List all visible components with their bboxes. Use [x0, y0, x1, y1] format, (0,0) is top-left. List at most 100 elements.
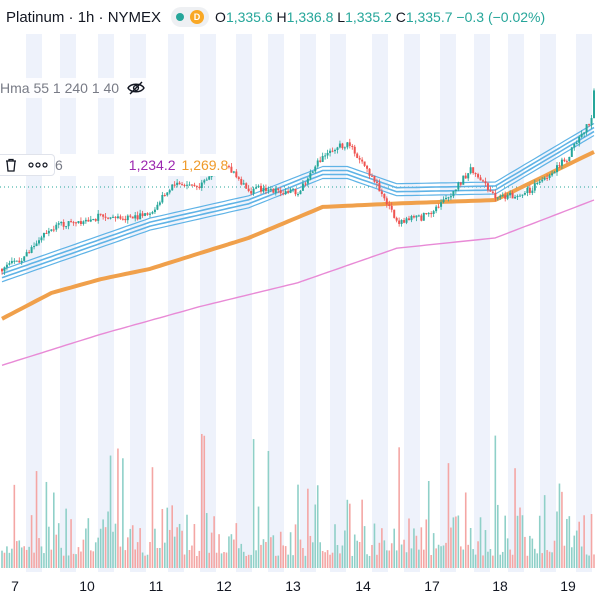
market-status[interactable]: D	[171, 7, 210, 27]
volume-bar	[161, 508, 164, 568]
candle-body	[449, 196, 452, 198]
volume-bar	[72, 553, 75, 568]
candle-body	[38, 240, 40, 244]
eye-crossed-icon[interactable]	[127, 81, 145, 95]
volume-bar	[511, 554, 514, 568]
volume-bar	[228, 536, 230, 568]
candle-body	[77, 221, 80, 224]
volume-bar	[457, 515, 460, 568]
indicator-legend[interactable]: Hma 55 1 240 1 40	[0, 78, 150, 98]
time-axis[interactable]: 7 10 11 12 13 14 17 18 19	[0, 572, 600, 600]
volume-bar	[215, 552, 218, 568]
candle-body	[393, 209, 396, 218]
candle-body	[422, 213, 425, 221]
volume-bar	[571, 547, 573, 568]
candle-body	[10, 260, 13, 264]
volume-bar	[415, 535, 418, 568]
volume-bar	[275, 555, 277, 568]
volume-bar	[489, 548, 492, 568]
x-tick-label: 14	[355, 578, 371, 594]
volume-bar	[117, 448, 119, 568]
volume-bar	[30, 515, 33, 568]
volume-bar	[336, 545, 339, 568]
candle-body	[15, 260, 18, 262]
volume-bar	[556, 511, 558, 568]
candle-body	[119, 216, 122, 219]
candle-body	[72, 222, 75, 224]
volume-bar	[321, 550, 324, 568]
volume-bar	[97, 537, 99, 568]
volume-bar	[425, 519, 428, 568]
symbol-title[interactable]: Platinum · 1h · NYMEX	[6, 8, 162, 26]
candle-body	[565, 161, 568, 163]
candle-body	[375, 181, 378, 183]
candle-body	[533, 183, 536, 191]
candle-body	[163, 195, 166, 197]
candle-body	[558, 165, 561, 167]
trash-icon[interactable]	[4, 158, 18, 172]
candle-body	[161, 195, 164, 203]
low-label: L	[337, 9, 346, 25]
volume-bar	[460, 546, 462, 568]
candle-body	[297, 194, 299, 196]
candle-body	[346, 142, 349, 148]
hma-band-line	[1, 122, 595, 271]
candle-body	[153, 209, 156, 213]
session-band	[236, 34, 252, 572]
volume-bar	[62, 555, 65, 568]
volume-bar	[6, 546, 8, 568]
candle-body	[203, 180, 206, 183]
candle-body	[578, 136, 581, 143]
toolbar-box[interactable]	[0, 154, 55, 176]
candle-body	[70, 221, 73, 223]
volume-bar	[257, 506, 260, 568]
candle-body	[166, 192, 169, 196]
candle-body	[158, 202, 161, 205]
candle-body	[343, 147, 346, 149]
volume-bar	[235, 523, 238, 568]
volume-bar	[196, 555, 198, 568]
candle-body	[380, 191, 383, 194]
candle-body	[398, 220, 401, 224]
candle-body	[403, 220, 406, 223]
volume-bar	[548, 551, 551, 568]
candle-body	[299, 190, 302, 195]
candle-body	[538, 181, 541, 183]
volume-bar	[575, 530, 578, 568]
candle-body	[331, 150, 334, 152]
volume-bar	[198, 550, 201, 568]
candle-body	[250, 191, 253, 194]
volume-bar	[168, 529, 171, 568]
volume-bar	[563, 545, 566, 568]
candle-body	[491, 191, 494, 193]
volume-bar	[395, 550, 398, 568]
more-dots-icon[interactable]	[28, 161, 48, 169]
candle-body	[373, 175, 376, 182]
candle-body	[193, 184, 196, 186]
volume-bar	[210, 532, 213, 568]
candle-body	[361, 159, 364, 162]
volume-bar	[13, 484, 16, 568]
volume-bar	[410, 548, 413, 568]
x-tick-label: 18	[492, 578, 508, 594]
volume-bar	[23, 546, 25, 568]
delayed-badge: D	[190, 10, 205, 24]
volume-bar	[376, 554, 378, 568]
candle-body	[109, 217, 112, 219]
volume-bar	[432, 533, 435, 568]
candle-body	[237, 177, 240, 179]
candle-body	[583, 132, 586, 134]
volume-bar	[173, 536, 176, 568]
volume-bar	[109, 455, 112, 568]
pink-ma-value: 1,234.2	[128, 157, 176, 173]
candle-body	[484, 181, 487, 184]
volume-bar	[408, 518, 410, 568]
candle-body	[415, 215, 418, 218]
candle-body	[264, 187, 267, 191]
volume-bar	[504, 515, 506, 568]
candle-body	[437, 206, 440, 208]
volume-bar	[435, 548, 437, 568]
candle-body	[5, 264, 8, 268]
